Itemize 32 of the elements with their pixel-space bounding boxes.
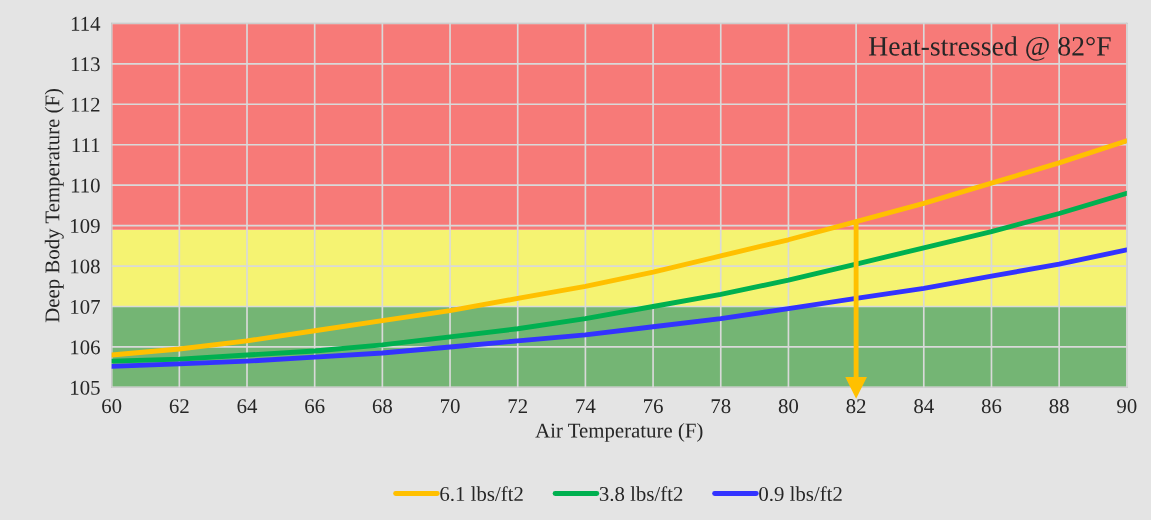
x-tick-label: 70 bbox=[441, 399, 460, 414]
x-axis-title: Air Temperature (F) bbox=[535, 422, 703, 442]
y-tick-label: 109 bbox=[71, 219, 100, 234]
legend-label: 6.1 lbs/ft2 bbox=[440, 486, 523, 502]
y-tick-label: 110 bbox=[71, 178, 100, 193]
y-tick-label: 114 bbox=[71, 16, 101, 31]
x-tick-label: 82 bbox=[846, 399, 866, 414]
x-tick-label: 62 bbox=[169, 399, 189, 414]
legend-label: 3.8 lbs/ft2 bbox=[599, 486, 683, 502]
y-tick-label: 113 bbox=[71, 57, 100, 72]
x-tick-label: 86 bbox=[981, 399, 1002, 414]
x-tick-label: 90 bbox=[1117, 399, 1137, 414]
x-tick-label: 74 bbox=[576, 399, 596, 413]
x-tick-label: 66 bbox=[305, 399, 325, 414]
x-tick-label: 72 bbox=[508, 399, 527, 413]
x-tick-label: 64 bbox=[237, 399, 258, 414]
y-axis-title: Deep Body Temperature (F) bbox=[44, 88, 64, 323]
annotation: Heat-stressed @ 82°F bbox=[868, 36, 1111, 61]
x-tick-label: 80 bbox=[778, 399, 799, 414]
y-tick-label: 105 bbox=[71, 380, 100, 395]
x-tick-label: 84 bbox=[914, 399, 934, 414]
y-tick-label: 111 bbox=[72, 138, 100, 152]
y-tick-label: 108 bbox=[71, 259, 100, 274]
y-tick-label: 112 bbox=[71, 97, 100, 112]
x-tick-label: 60 bbox=[102, 399, 122, 414]
x-tick-label: 76 bbox=[644, 399, 663, 414]
y-tick-label: 106 bbox=[71, 340, 100, 355]
y-tick-label: 107 bbox=[71, 299, 100, 314]
legend-label: 0.9 lbs/ft2 bbox=[759, 486, 842, 502]
x-tick-label: 88 bbox=[1049, 399, 1069, 414]
x-tick-label: 78 bbox=[711, 399, 731, 414]
x-tick-label: 68 bbox=[372, 399, 392, 414]
